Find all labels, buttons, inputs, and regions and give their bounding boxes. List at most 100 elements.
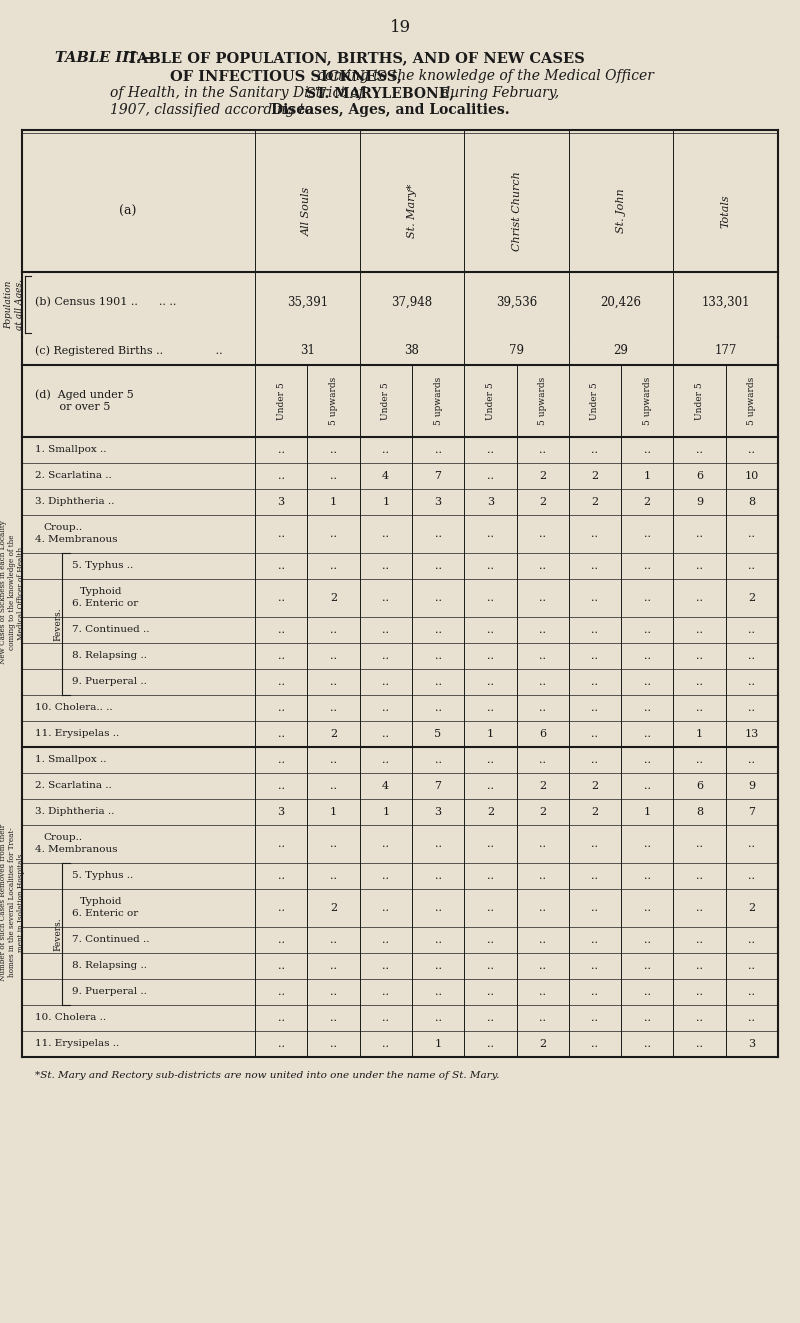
Text: Totals: Totals (721, 194, 730, 228)
Text: ..: .. (539, 677, 546, 687)
Text: 3: 3 (434, 497, 442, 507)
Text: 38: 38 (405, 344, 419, 357)
Text: ..: .. (487, 703, 494, 713)
Text: ..: .. (278, 987, 285, 998)
Text: ..: .. (487, 1039, 494, 1049)
Text: ..: .. (487, 755, 494, 765)
Text: Typhoid: Typhoid (80, 587, 122, 597)
Text: ..: .. (644, 624, 650, 635)
Text: ..: .. (748, 445, 755, 455)
Text: 1: 1 (330, 497, 337, 507)
Text: 2. Scarlatina ..: 2. Scarlatina .. (35, 471, 112, 480)
Text: ..: .. (487, 677, 494, 687)
Text: ..: .. (591, 624, 598, 635)
Text: 7. Continued ..: 7. Continued .. (72, 935, 150, 945)
Text: ..: .. (644, 987, 650, 998)
Text: 31: 31 (300, 344, 314, 357)
Text: ..: .. (382, 445, 390, 455)
Text: 5: 5 (434, 729, 442, 740)
Text: ..: .. (539, 904, 546, 913)
Text: 5. Typhus ..: 5. Typhus .. (72, 561, 134, 570)
Text: 2: 2 (748, 593, 755, 603)
Text: ..: .. (434, 960, 442, 971)
Text: ..: .. (278, 839, 285, 849)
Text: 3. Diphtheria ..: 3. Diphtheria .. (35, 807, 114, 816)
Text: ..: .. (644, 1013, 650, 1023)
Text: ..: .. (487, 471, 494, 482)
Text: ..: .. (330, 960, 337, 971)
Text: ..: .. (591, 904, 598, 913)
Text: ..: .. (382, 960, 390, 971)
Text: 2: 2 (644, 497, 651, 507)
Text: ..: .. (382, 529, 390, 538)
Text: ..: .. (330, 871, 337, 881)
Text: 5 upwards: 5 upwards (747, 377, 756, 425)
Text: Under 5: Under 5 (382, 382, 390, 419)
Text: ..: .. (696, 624, 703, 635)
Text: ..: .. (644, 651, 650, 662)
Text: ..: .. (644, 1039, 650, 1049)
Text: 7: 7 (434, 781, 442, 791)
Text: 133,301: 133,301 (702, 295, 750, 308)
Text: ..: .. (591, 593, 598, 603)
Text: ..: .. (539, 624, 546, 635)
Text: ..: .. (696, 677, 703, 687)
Text: ..: .. (434, 703, 442, 713)
Text: ..: .. (748, 651, 755, 662)
Text: of Health, in the Sanitary District of: of Health, in the Sanitary District of (110, 86, 368, 101)
Text: 4. Membranous: 4. Membranous (35, 536, 118, 545)
Text: ..: .. (748, 960, 755, 971)
Text: ..: .. (278, 703, 285, 713)
Text: ..: .. (487, 1013, 494, 1023)
Text: ..: .. (278, 960, 285, 971)
Text: 39,536: 39,536 (496, 295, 537, 308)
Text: 2: 2 (748, 904, 755, 913)
Text: Diseases, Ages, and Localities.: Diseases, Ages, and Localities. (271, 103, 510, 116)
Text: ..: .. (434, 677, 442, 687)
Text: 9: 9 (748, 781, 755, 791)
Text: ..: .. (644, 871, 650, 881)
Text: 2: 2 (330, 729, 337, 740)
Text: ..: .. (696, 703, 703, 713)
Text: ..: .. (278, 593, 285, 603)
Text: ..: .. (278, 1013, 285, 1023)
Text: ..: .. (591, 651, 598, 662)
Text: 5. Typhus ..: 5. Typhus .. (72, 872, 134, 881)
Text: ..: .. (696, 1039, 703, 1049)
Text: (c) Registered Births ..               ..: (c) Registered Births .. .. (35, 345, 222, 356)
Text: 7. Continued ..: 7. Continued .. (72, 626, 150, 635)
Text: ..: .. (748, 703, 755, 713)
Text: ..: .. (591, 677, 598, 687)
Text: 2: 2 (330, 904, 337, 913)
Text: ..: .. (591, 755, 598, 765)
Text: ..: .. (382, 593, 390, 603)
Text: ..: .. (434, 561, 442, 572)
Text: Fevers.: Fevers. (54, 917, 62, 951)
Text: ..: .. (539, 755, 546, 765)
Text: (b) Census 1901 ..      .. ..: (b) Census 1901 .. .. .. (35, 296, 176, 307)
Text: 79: 79 (509, 344, 524, 357)
Text: ..: .. (382, 651, 390, 662)
Text: ..: .. (434, 839, 442, 849)
Text: Under 5: Under 5 (486, 382, 495, 419)
Text: 9: 9 (696, 497, 703, 507)
Text: Under 5: Under 5 (590, 382, 599, 419)
Text: ..: .. (748, 1013, 755, 1023)
Text: TABLE OF POPULATION, BIRTHS, AND OF NEW CASES: TABLE OF POPULATION, BIRTHS, AND OF NEW … (127, 52, 585, 65)
Text: ..: .. (696, 987, 703, 998)
Text: 4: 4 (382, 471, 390, 482)
Text: ..: .. (696, 445, 703, 455)
Text: 10: 10 (745, 471, 759, 482)
Text: 29: 29 (614, 344, 629, 357)
Text: New Cases of Sickness in each Locality
coming to the knowledge of the
Medical Of: New Cases of Sickness in each Locality c… (0, 520, 26, 664)
Text: 2: 2 (330, 593, 337, 603)
Text: 9. Puerperal ..: 9. Puerperal .. (72, 987, 147, 996)
Text: ..: .. (487, 987, 494, 998)
Text: ..: .. (382, 703, 390, 713)
Text: 4: 4 (382, 781, 390, 791)
Text: 6. Enteric or: 6. Enteric or (72, 909, 138, 918)
Text: ..: .. (644, 445, 650, 455)
Text: ..: .. (644, 561, 650, 572)
Text: 3: 3 (278, 807, 285, 818)
Text: ..: .. (696, 561, 703, 572)
